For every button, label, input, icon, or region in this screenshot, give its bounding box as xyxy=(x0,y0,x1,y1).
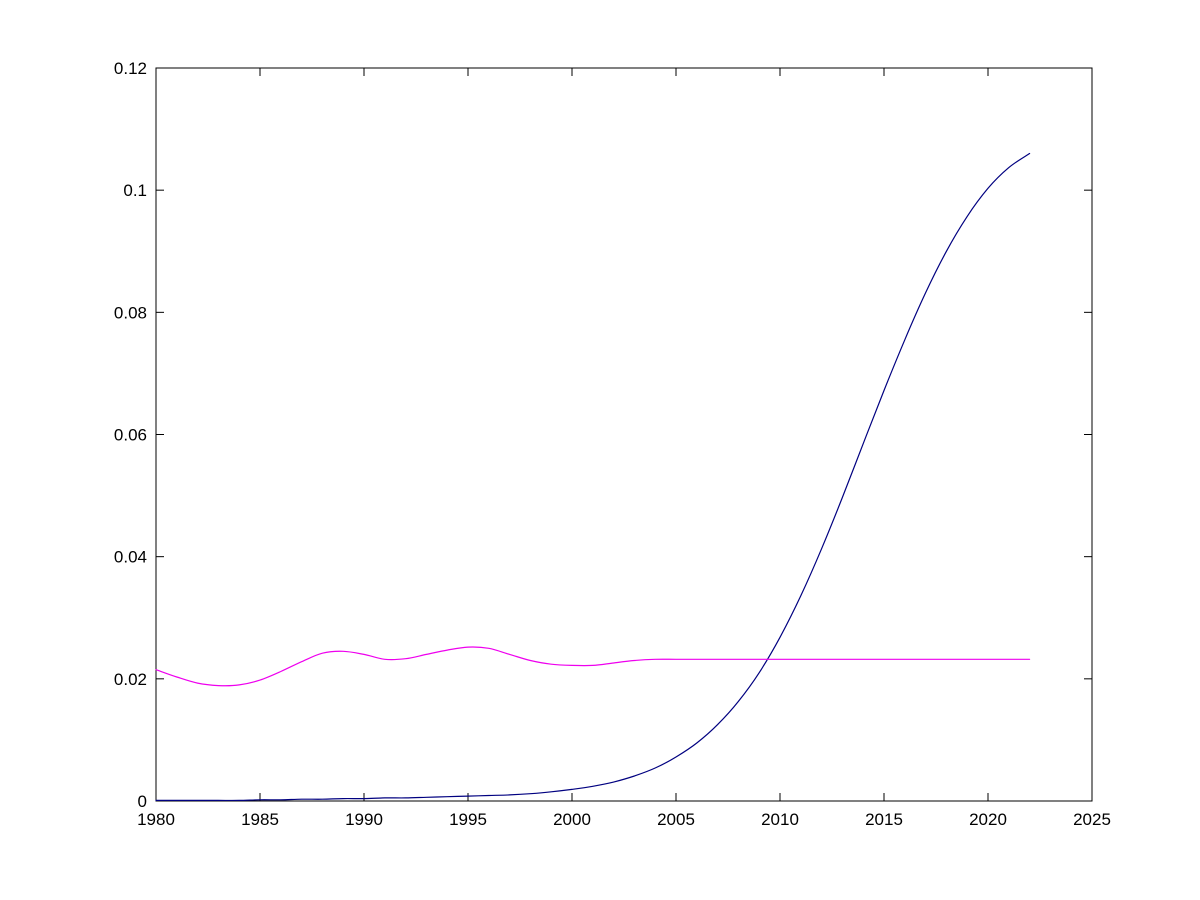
x-tick-label: 1990 xyxy=(345,810,383,829)
x-tick-label: 1985 xyxy=(241,810,279,829)
y-tick-label: 0.06 xyxy=(114,426,147,445)
y-tick-label: 0 xyxy=(138,792,147,811)
x-tick-label: 2015 xyxy=(865,810,903,829)
y-tick-label: 0.04 xyxy=(114,548,147,567)
y-tick-label: 0.12 xyxy=(114,59,147,78)
x-tick-label: 2020 xyxy=(969,810,1007,829)
y-tick-label: 0.02 xyxy=(114,670,147,689)
x-tick-label: 2010 xyxy=(761,810,799,829)
plot-box xyxy=(155,67,1093,802)
x-tick-label: 2000 xyxy=(553,810,591,829)
series-line-flat-wavy xyxy=(155,646,1031,687)
x-tick-label: 1995 xyxy=(449,810,487,829)
x-tick-label: 1980 xyxy=(137,810,175,829)
x-tick-label: 2025 xyxy=(1073,810,1111,829)
x-tick-label: 2005 xyxy=(657,810,695,829)
y-tick-label: 0.1 xyxy=(123,181,147,200)
series-line-rising-sigmoid xyxy=(155,152,1031,802)
y-tick-label: 0.08 xyxy=(114,303,147,322)
